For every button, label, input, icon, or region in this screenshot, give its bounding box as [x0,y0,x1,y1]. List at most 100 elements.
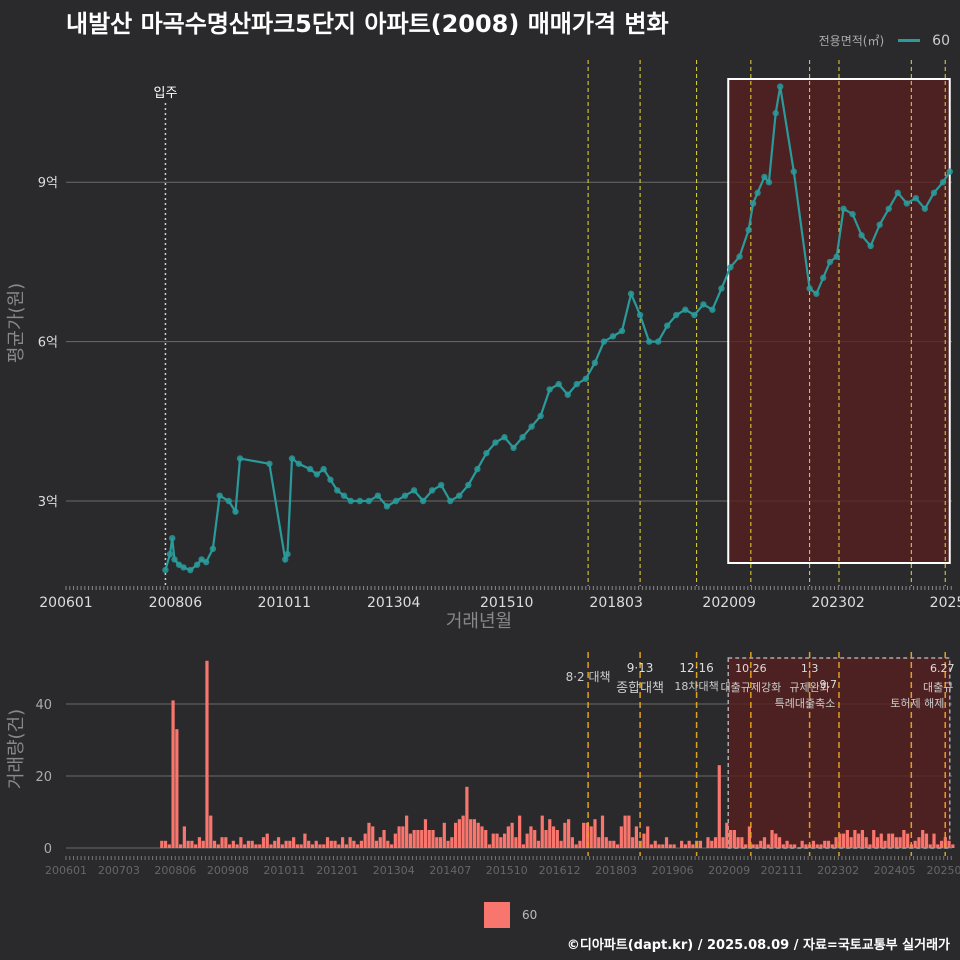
price-point [765,179,773,186]
price-point [903,200,910,207]
price-point [501,434,508,441]
volume-bar [514,837,518,848]
volume-bar [299,844,303,848]
y-axis-label: 평균가(원) [6,283,27,363]
volume-bar [340,837,345,848]
volume-bar [261,837,266,848]
price-point [483,449,490,457]
price-point [664,322,671,329]
price-point [609,333,617,340]
volume-bar [548,819,552,848]
price-point [849,210,856,218]
price-point [232,508,239,515]
volume-bar [401,826,405,848]
price-point [187,566,194,574]
volume-bar [924,833,929,848]
price-point [749,200,757,207]
price-point [709,306,716,313]
price-point [216,492,223,499]
policy-label: 8·2 대책 [566,669,611,684]
x-tick-label: 201612 [539,864,581,877]
volume-bar [197,837,202,848]
y-tick-label: 0 [44,842,52,857]
volume-bar [717,765,721,848]
x-tick-label: 201304 [373,864,415,877]
volume-bar [224,837,228,848]
volume-bar [713,837,718,848]
volume-bar [382,830,386,848]
volume-bar [567,819,571,848]
volume-bar [604,837,608,848]
x-tick-label: 202009 [702,595,755,611]
volume-bar [194,844,198,848]
price-point [282,556,289,563]
volume-bar [612,840,616,848]
volume-bar [631,837,635,848]
policy-label: 대출규 [923,681,953,694]
volume-bar [254,844,258,848]
volume-bar [657,844,661,848]
volume-bar [314,840,318,848]
price-point [209,545,217,553]
volume-bar [917,837,921,848]
volume-bar [438,837,443,848]
price-point [826,258,834,266]
volume-bar [416,830,420,848]
volume-bar [227,844,232,848]
volume-bar [744,844,748,848]
policy-label: 대출규제강화 [720,681,781,694]
volume-bar [623,815,627,848]
credit: ©디아파트(dapt.kr) / 2025.08.09 / 자료=국토교통부 실… [566,938,950,953]
bottom-legend: 60 [484,902,537,928]
volume-bar [853,830,857,848]
volume-bar [928,844,932,848]
x-tick-label: 201906 [652,864,694,877]
volume-bar [333,840,337,848]
price-point [320,465,327,473]
volume-bar [435,837,439,848]
volume-bar [408,833,412,848]
price-point [284,550,291,558]
volume-bar [525,833,529,848]
volume-bar [770,830,774,848]
volume-bar [284,840,288,848]
price-point [193,561,201,568]
y-tick-label: 3억 [38,495,58,510]
y-tick-label: 9억 [38,176,58,191]
price-point [347,497,354,505]
volume-bar [510,822,514,848]
x-tick-label: 201510 [486,864,528,877]
volume-bar [371,826,375,848]
volume-bar [608,840,612,848]
price-point [654,338,662,345]
price-point [447,497,454,505]
volume-bar [570,837,574,848]
volume-bar [393,833,397,848]
volume-bar [469,819,473,848]
price-point [356,497,364,505]
price-point [946,168,953,175]
volume-bar [555,830,559,848]
volume-bar [235,844,239,848]
price-point [225,497,232,505]
volume-bar [329,840,333,848]
price-point [700,301,707,308]
volume-bar [280,844,284,848]
legend-value: 60 [932,32,950,49]
volume-bar [378,837,382,848]
policy-label: 특례대출축소 [775,697,836,710]
volume-bar [544,830,548,848]
volume-bar [359,840,364,848]
price-point [492,439,499,446]
price-point [806,285,813,292]
price-point [939,179,947,186]
volume-bar [811,840,816,848]
volume-bar [209,815,213,848]
volume-bar [540,815,544,848]
y-tick-label: 20 [35,770,52,785]
volume-bar [759,840,763,848]
volume-bar [356,844,360,848]
volume-bar [740,837,744,848]
volume-bar [273,840,277,848]
volume-bar [212,840,217,848]
